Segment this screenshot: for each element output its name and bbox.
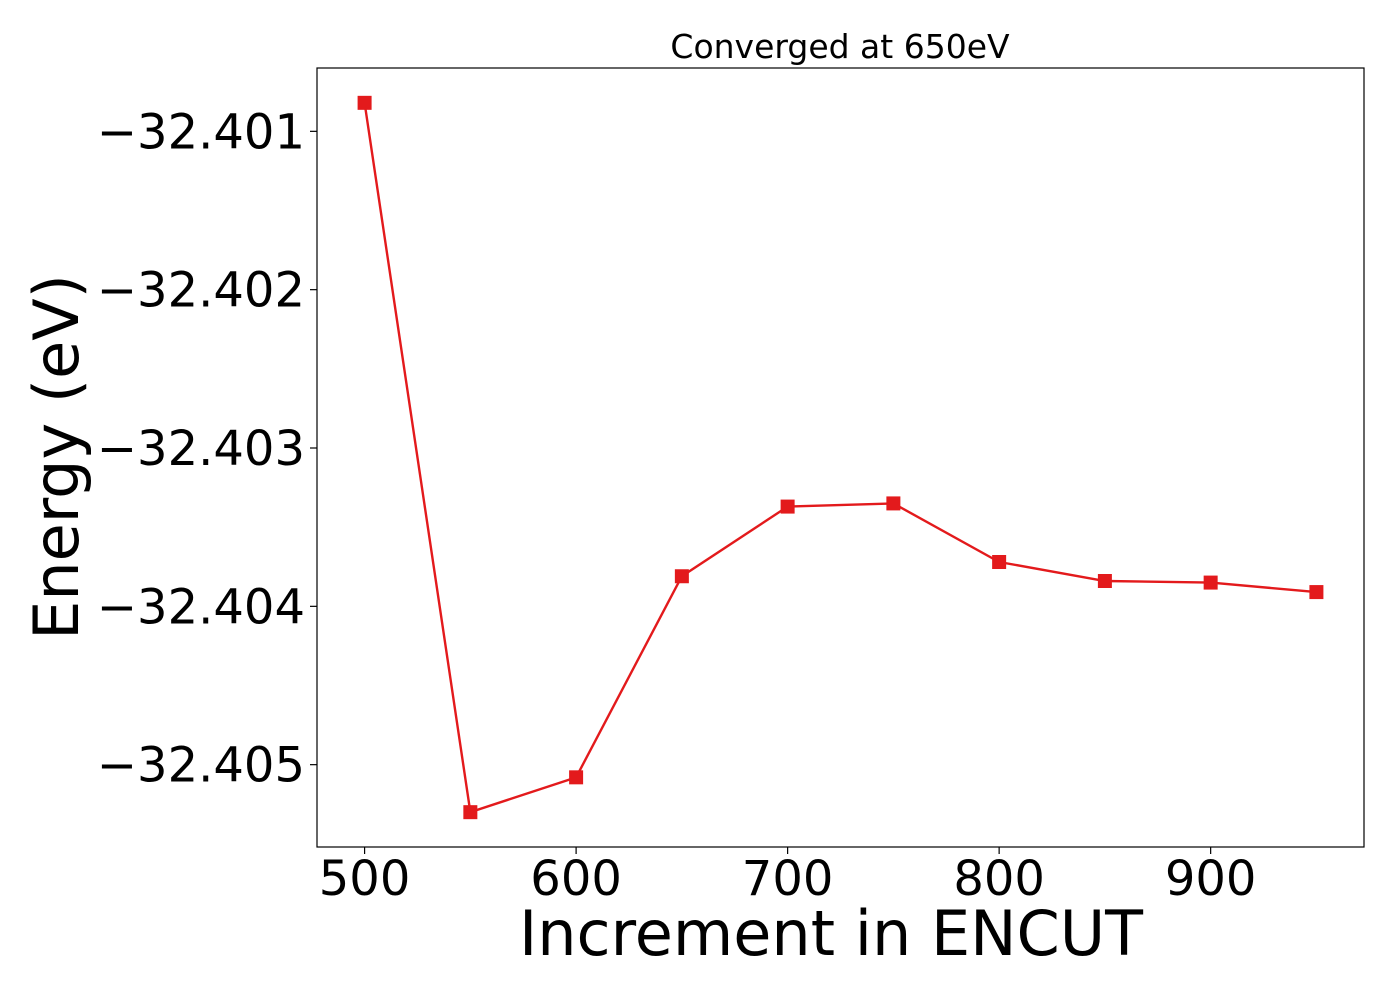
data-point-marker — [780, 499, 795, 514]
data-point-marker — [1309, 585, 1324, 600]
series-line — [363, 102, 1317, 814]
x-axis: 500 600 700 800 900 — [319, 847, 1257, 907]
data-point-marker — [1203, 575, 1218, 590]
chart-title: Converged at 650eV — [670, 27, 1010, 66]
x-tick-label: 500 — [319, 851, 411, 907]
x-axis-label: Increment in ENCUT — [519, 897, 1144, 970]
y-tick-label: −32.401 — [97, 104, 305, 160]
y-tick-label: −32.405 — [97, 738, 305, 794]
data-point-marker — [674, 569, 689, 584]
data-point-marker — [886, 496, 901, 511]
y-tick-label: −32.402 — [97, 263, 305, 319]
plot-frame — [316, 67, 1365, 848]
y-axis: −32.401 −32.402 −32.403 −32.404 −32.405 — [97, 104, 317, 794]
x-tick-label: 800 — [953, 851, 1045, 907]
data-point-marker — [463, 805, 478, 820]
x-tick-label: 600 — [530, 851, 622, 907]
data-point-marker — [569, 770, 584, 785]
data-point-marker — [1097, 574, 1112, 588]
data-point-marker — [357, 95, 372, 110]
x-tick-label: 900 — [1165, 851, 1257, 907]
y-axis-label: Energy (eV) — [20, 274, 93, 640]
data-point-marker — [992, 555, 1007, 569]
x-tick-label: 700 — [742, 851, 834, 907]
y-tick-label: −32.404 — [97, 579, 305, 635]
y-tick-label: −32.403 — [97, 421, 305, 477]
